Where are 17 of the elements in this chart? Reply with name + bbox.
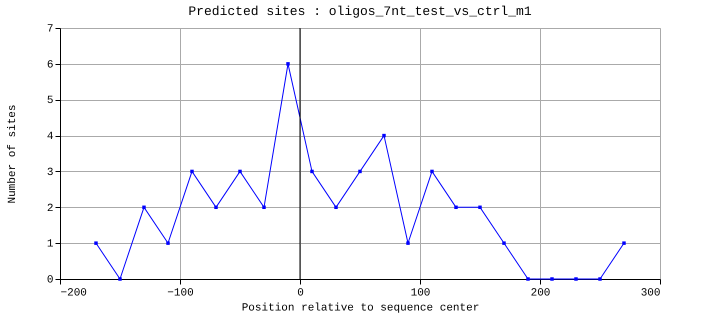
x-tick-label: 0	[297, 288, 304, 300]
x-tick-label: 200	[530, 288, 550, 300]
x-tick-label: −100	[167, 288, 194, 300]
y-tick-label: 2	[46, 202, 54, 215]
y-tick-label: 0	[46, 274, 54, 286]
x-axis-title: Position relative to sequence center	[242, 302, 480, 314]
y-tick-label: 1	[46, 238, 54, 251]
x-tick-label: −200	[60, 288, 87, 300]
x-tick-label: 100	[410, 288, 430, 300]
y-tick-label: 4	[46, 131, 54, 144]
y-tick-label: 7	[46, 24, 54, 36]
y-tick-label: 3	[46, 166, 54, 179]
y-axis-title: Number of sites	[6, 104, 19, 204]
chart-title: Predicted sites : oligos_7nt_test_vs_ctrl_m1	[188, 4, 532, 19]
y-tick-label: 6	[46, 59, 54, 72]
x-tick-label: 300	[640, 288, 660, 300]
y-tick-label: 5	[46, 95, 54, 108]
